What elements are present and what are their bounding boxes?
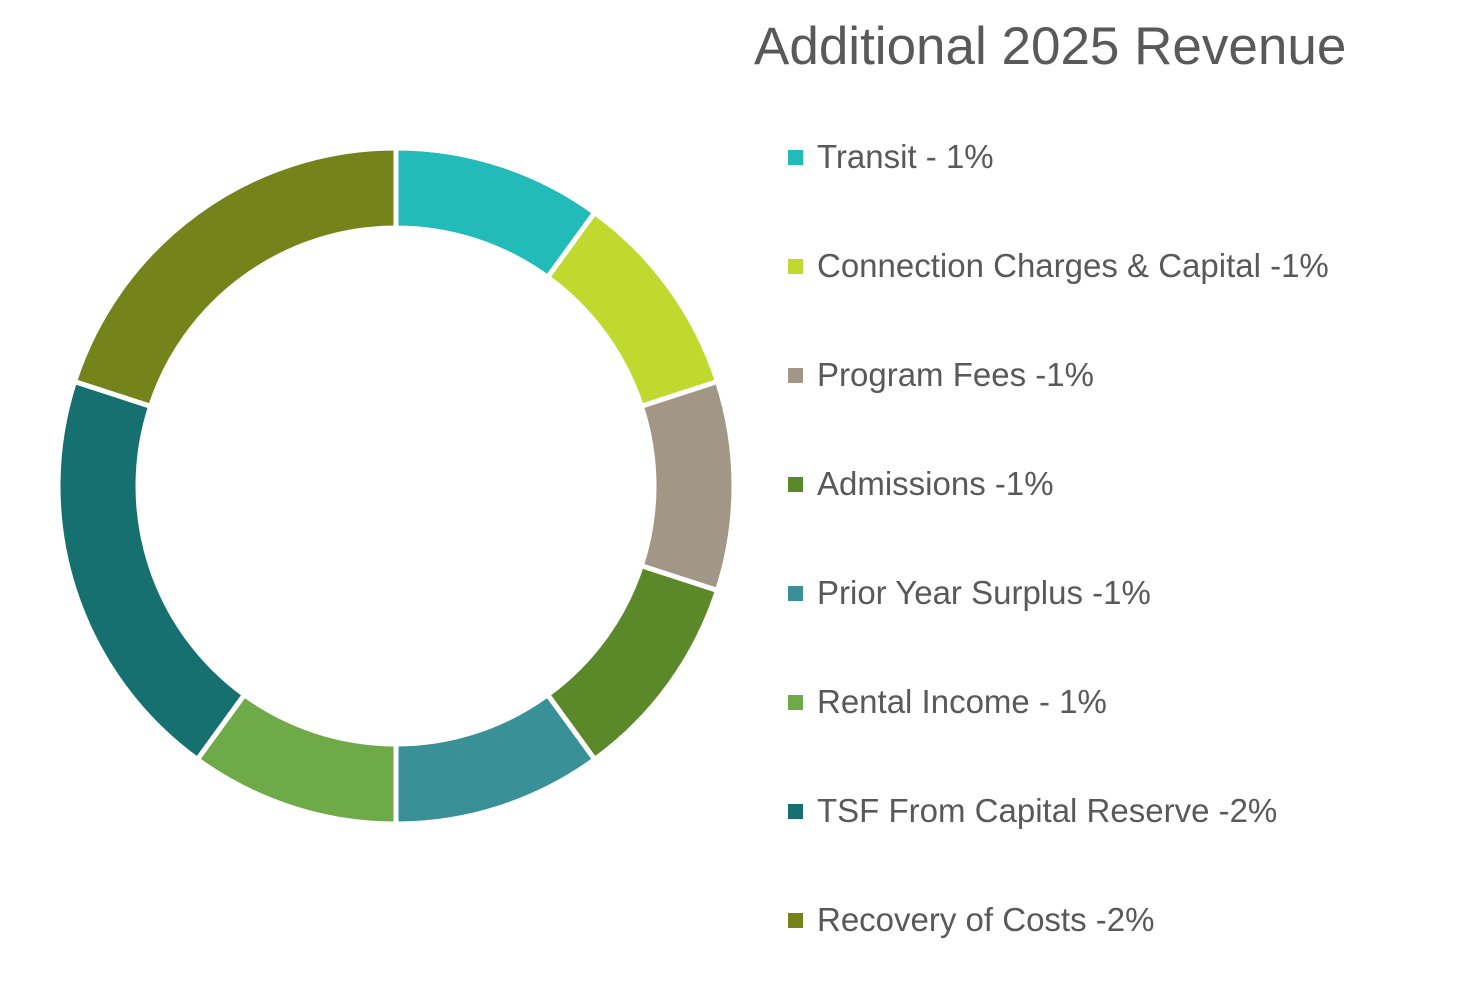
legend-swatch (788, 149, 803, 165)
legend-swatch (788, 694, 803, 710)
legend-label: Transit - 1% (817, 138, 994, 175)
donut-slice-7 (71, 145, 399, 410)
legend-swatch (788, 803, 803, 819)
legend-label: Admissions -1% (817, 465, 1054, 502)
legend-item: Admissions -1% (788, 464, 1054, 504)
legend-label: Connection Charges & Capital -1% (817, 247, 1329, 284)
legend-swatch (788, 585, 803, 601)
legend-label: Rental Income - 1% (817, 683, 1107, 720)
legend-item: Connection Charges & Capital -1% (788, 246, 1329, 286)
legend-item: Program Fees -1% (788, 355, 1094, 395)
legend-item: Transit - 1% (788, 137, 994, 177)
donut-slice-1 (544, 209, 721, 410)
legend-item: TSF From Capital Reserve -2% (788, 791, 1277, 831)
legend-label: Prior Year Surplus -1% (817, 574, 1151, 611)
donut-slice-2 (638, 378, 737, 594)
legend-swatch (788, 476, 803, 492)
legend-label: Program Fees -1% (817, 356, 1094, 393)
legend-label: TSF From Capital Reserve -2% (817, 792, 1278, 829)
chart-title: Additional 2025 Revenue (754, 17, 1347, 76)
legend-swatch (788, 912, 803, 928)
legend-swatch (788, 367, 803, 383)
legend-swatch (788, 258, 803, 274)
legend-item: Prior Year Surplus -1% (788, 573, 1151, 613)
donut-slice-6 (55, 378, 248, 763)
donut-chart (55, 145, 737, 824)
legend-item: Rental Income - 1% (788, 682, 1107, 722)
legend-label: Recovery of Costs -2% (817, 901, 1155, 938)
legend-item: Recovery of Costs -2% (788, 900, 1154, 940)
